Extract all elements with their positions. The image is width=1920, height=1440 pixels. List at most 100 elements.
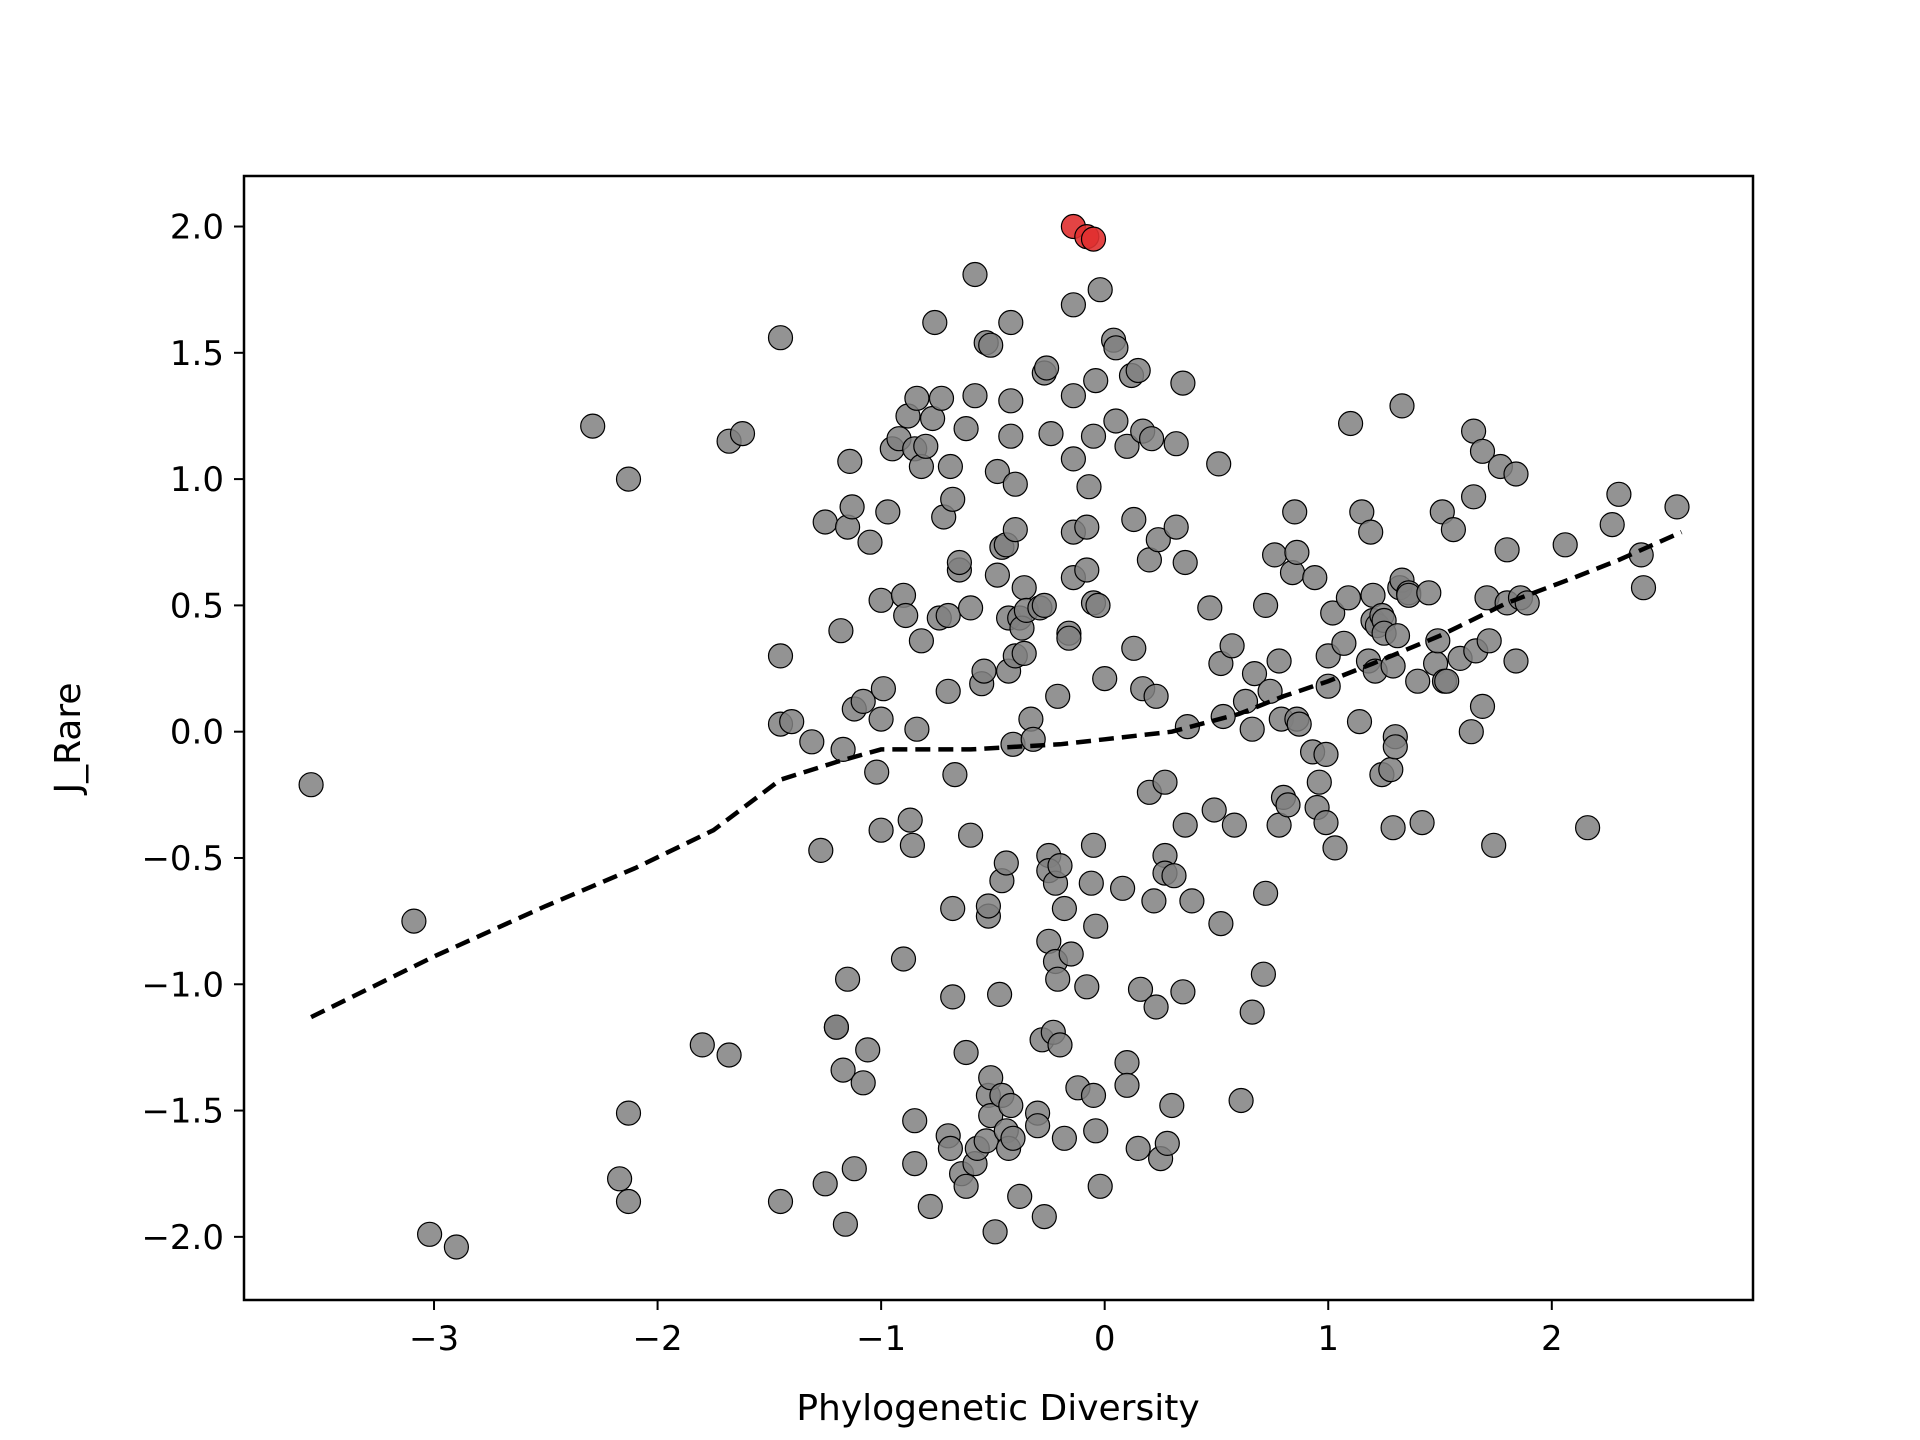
- data-point: [1011, 640, 1037, 667]
- x-tick-label: −2: [633, 1319, 683, 1359]
- highlight-data-point: [1080, 226, 1107, 252]
- y-tick-label: −1.0: [141, 965, 224, 1005]
- data-point: [1083, 368, 1109, 394]
- data-point: [973, 1128, 999, 1154]
- data-point: [606, 1166, 633, 1192]
- data-point: [971, 658, 997, 684]
- data-point: [417, 1221, 443, 1247]
- data-point: [1056, 625, 1082, 651]
- data-point: [812, 1171, 838, 1197]
- data-point: [998, 1092, 1024, 1119]
- data-point: [868, 706, 894, 732]
- data-point: [1302, 564, 1328, 591]
- data-point: [870, 676, 897, 702]
- data-point: [940, 895, 966, 922]
- data-point: [1458, 719, 1484, 745]
- data-point: [615, 466, 642, 492]
- data-point: [1145, 527, 1171, 553]
- data-point: [850, 688, 876, 715]
- data-point: [1074, 514, 1100, 540]
- data-point: [812, 509, 838, 535]
- data-point: [401, 908, 427, 934]
- data-point: [1275, 792, 1301, 818]
- data-point: [1201, 797, 1227, 823]
- data-point: [1092, 665, 1118, 692]
- data-point: [917, 1193, 943, 1220]
- data-point: [1045, 683, 1071, 709]
- data-point: [1002, 516, 1028, 543]
- data-point: [1221, 812, 1248, 838]
- x-axis-ticks: −3 −2 −1 0 1 2: [409, 1300, 1563, 1359]
- data-point: [1460, 484, 1487, 510]
- data-point: [868, 587, 894, 613]
- y-tick-label: 2.0: [170, 208, 224, 248]
- data-point: [1630, 575, 1657, 601]
- data-point: [890, 946, 917, 972]
- data-point: [1121, 635, 1147, 661]
- data-point: [689, 1032, 715, 1058]
- data-point: [1163, 514, 1189, 540]
- data-point: [937, 453, 964, 480]
- data-point: [1494, 537, 1520, 563]
- data-point: [1138, 426, 1165, 452]
- data-point: [1416, 580, 1442, 606]
- x-tick-label: 0: [1094, 1319, 1116, 1359]
- data-point: [978, 1102, 1004, 1129]
- data-point: [868, 817, 894, 843]
- data-point: [953, 1039, 979, 1066]
- data-point: [998, 423, 1024, 449]
- data-point: [1121, 506, 1147, 533]
- x-tick-label: 2: [1541, 1319, 1563, 1359]
- data-point: [1228, 1087, 1254, 1114]
- data-point: [946, 549, 973, 576]
- y-axis-label: J_Rare: [48, 682, 89, 795]
- data-point: [1574, 815, 1601, 841]
- data-point: [1080, 423, 1107, 449]
- data-point: [1331, 630, 1357, 656]
- data-point: [1170, 979, 1196, 1005]
- data-point: [893, 602, 919, 629]
- data-point: [1143, 683, 1169, 709]
- data-point: [904, 385, 930, 411]
- data-point: [716, 1042, 742, 1068]
- data-point: [1152, 769, 1178, 795]
- data-point: [1103, 335, 1129, 361]
- data-point: [1434, 668, 1460, 694]
- data-point: [1007, 1183, 1033, 1210]
- data-point: [1599, 511, 1625, 538]
- data-point: [1058, 941, 1084, 967]
- data-point: [823, 1014, 850, 1040]
- data-point: [1000, 1125, 1026, 1151]
- data-point: [1313, 809, 1339, 836]
- data-point: [1060, 383, 1087, 409]
- data-point: [935, 602, 961, 629]
- data-point: [1114, 1072, 1140, 1098]
- data-point: [580, 413, 606, 439]
- data-point: [1337, 410, 1364, 437]
- data-point: [875, 499, 901, 525]
- data-point: [1051, 895, 1078, 922]
- x-tick-label: −3: [409, 1319, 459, 1359]
- data-point: [940, 486, 966, 512]
- data-point: [1481, 832, 1507, 858]
- data-point: [1252, 880, 1279, 906]
- data-point: [942, 761, 968, 788]
- data-point: [1179, 888, 1205, 914]
- data-point: [953, 1173, 979, 1199]
- y-axis-ticks: −2.0 −1.5 −1.0 −0.5 0.0 0.5 1.0 1.5 2.0: [141, 208, 244, 1258]
- data-point: [1103, 408, 1129, 434]
- data-point: [1252, 592, 1279, 619]
- trend-line: [310, 530, 1683, 1020]
- data-point: [953, 416, 979, 442]
- data-point: [1503, 461, 1529, 487]
- data-point: [1002, 471, 1028, 497]
- data-point: [857, 529, 883, 555]
- data-point: [1074, 557, 1100, 583]
- data-point: [841, 1156, 867, 1182]
- data-point: [998, 309, 1024, 336]
- data-point: [1241, 660, 1268, 687]
- data-point: [913, 433, 939, 459]
- data-point: [1141, 888, 1167, 914]
- data-point: [1045, 966, 1071, 992]
- data-point: [1080, 832, 1107, 858]
